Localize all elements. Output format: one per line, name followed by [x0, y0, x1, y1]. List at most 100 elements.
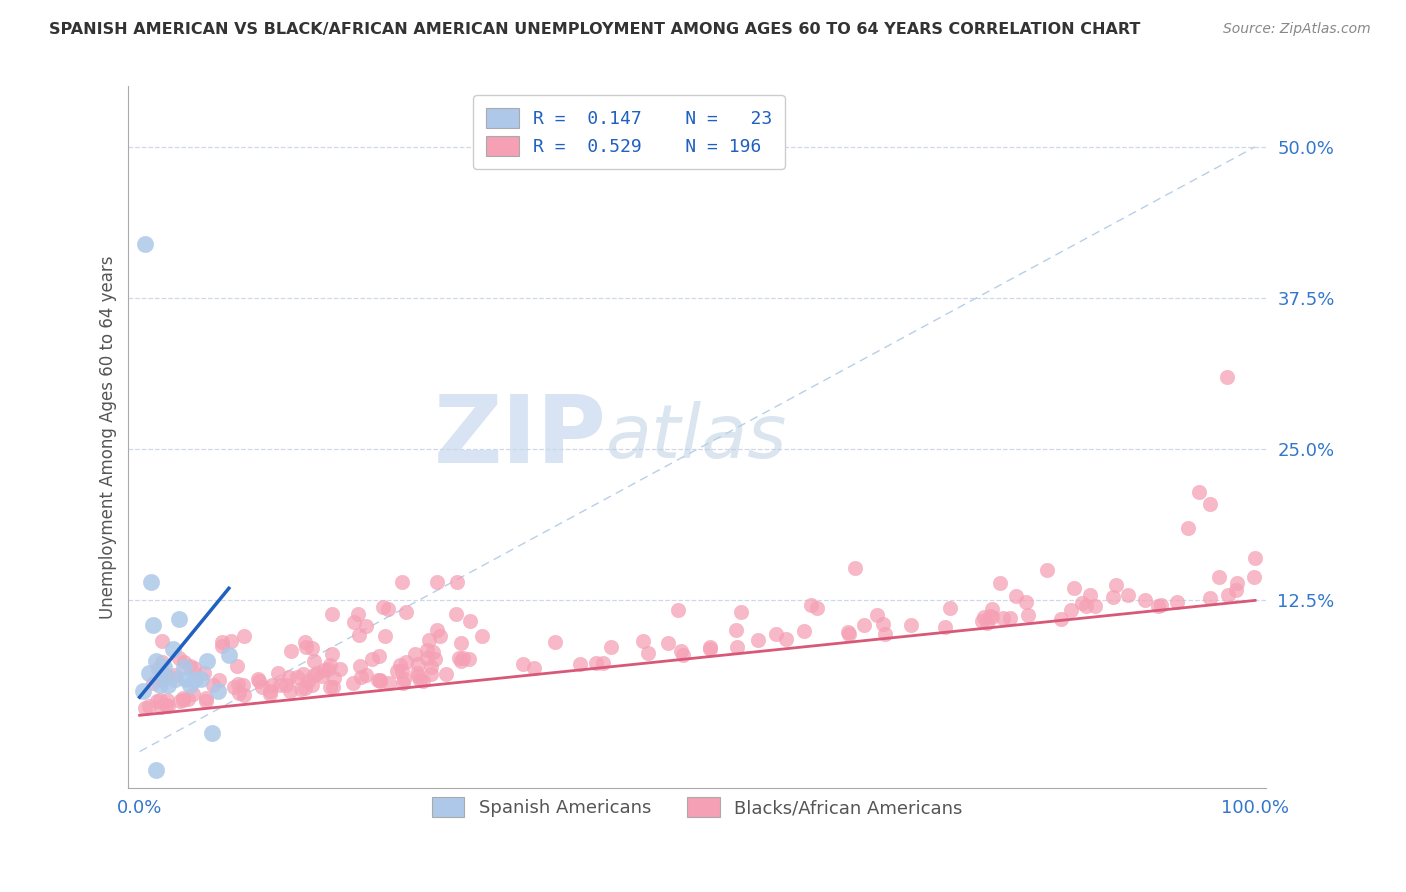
- Point: [250, 680, 273, 694]
- Point: [280, 644, 302, 658]
- Point: [1071, 596, 1094, 610]
- Point: [388, 658, 411, 673]
- Point: [195, 654, 218, 668]
- Point: [1225, 582, 1247, 597]
- Point: [669, 644, 692, 658]
- Point: [1063, 581, 1085, 595]
- Point: [176, 672, 198, 686]
- Point: [208, 673, 231, 687]
- Point: [412, 673, 434, 688]
- Point: [793, 624, 815, 638]
- Point: [1102, 591, 1125, 605]
- Point: [259, 684, 281, 698]
- Point: [173, 660, 195, 674]
- Text: Source: ZipAtlas.com: Source: ZipAtlas.com: [1223, 22, 1371, 37]
- Point: [226, 659, 249, 673]
- Point: [458, 614, 481, 628]
- Point: [228, 686, 250, 700]
- Point: [314, 663, 336, 677]
- Point: [295, 640, 318, 655]
- Point: [150, 655, 173, 669]
- Point: [1166, 595, 1188, 609]
- Point: [291, 666, 314, 681]
- Point: [544, 635, 567, 649]
- Point: [765, 627, 787, 641]
- Point: [342, 676, 364, 690]
- Point: [1177, 521, 1199, 535]
- Point: [404, 647, 426, 661]
- Point: [408, 657, 430, 672]
- Point: [354, 618, 377, 632]
- Point: [149, 678, 172, 692]
- Point: [631, 634, 654, 648]
- Point: [138, 665, 160, 680]
- Point: [145, 654, 167, 668]
- Point: [392, 672, 415, 686]
- Legend: Spanish Americans, Blacks/African Americans: Spanish Americans, Blacks/African Americ…: [425, 790, 970, 824]
- Point: [194, 690, 217, 705]
- Point: [139, 575, 162, 590]
- Point: [134, 701, 156, 715]
- Point: [259, 687, 281, 701]
- Point: [406, 666, 429, 681]
- Point: [155, 698, 177, 713]
- Point: [226, 676, 249, 690]
- Point: [592, 657, 614, 671]
- Point: [1208, 570, 1230, 584]
- Point: [471, 629, 494, 643]
- Point: [179, 678, 201, 692]
- Point: [371, 599, 394, 614]
- Point: [202, 678, 225, 692]
- Point: [311, 668, 333, 682]
- Point: [866, 607, 889, 622]
- Point: [150, 672, 173, 686]
- Point: [416, 643, 439, 657]
- Point: [775, 632, 797, 646]
- Point: [145, 763, 167, 777]
- Point: [425, 651, 447, 665]
- Point: [450, 655, 472, 669]
- Point: [368, 673, 391, 688]
- Point: [512, 657, 534, 672]
- Point: [172, 692, 194, 706]
- Point: [934, 620, 956, 634]
- Point: [201, 726, 224, 740]
- Point: [976, 615, 998, 630]
- Point: [568, 657, 591, 671]
- Point: [1199, 591, 1222, 606]
- Point: [1014, 595, 1036, 609]
- Point: [138, 698, 160, 713]
- Point: [391, 665, 413, 679]
- Point: [246, 672, 269, 686]
- Point: [434, 667, 457, 681]
- Point: [368, 648, 391, 663]
- Point: [988, 575, 1011, 590]
- Point: [167, 611, 190, 625]
- Point: [872, 616, 894, 631]
- Point: [1084, 599, 1107, 613]
- Point: [1146, 599, 1168, 613]
- Point: [165, 672, 187, 686]
- Point: [368, 674, 391, 689]
- Point: [1035, 563, 1057, 577]
- Point: [211, 634, 233, 648]
- Point: [156, 678, 179, 692]
- Point: [973, 610, 995, 624]
- Point: [852, 618, 875, 632]
- Point: [1004, 589, 1026, 603]
- Point: [322, 680, 344, 694]
- Point: [426, 623, 449, 637]
- Point: [446, 575, 468, 590]
- Point: [177, 691, 200, 706]
- Point: [1188, 484, 1211, 499]
- Point: [285, 670, 308, 684]
- Point: [165, 668, 187, 682]
- Point: [699, 642, 721, 657]
- Point: [1105, 578, 1128, 592]
- Point: [162, 641, 184, 656]
- Point: [302, 654, 325, 668]
- Point: [193, 665, 215, 680]
- Point: [301, 678, 323, 692]
- Point: [318, 658, 340, 673]
- Point: [232, 629, 254, 643]
